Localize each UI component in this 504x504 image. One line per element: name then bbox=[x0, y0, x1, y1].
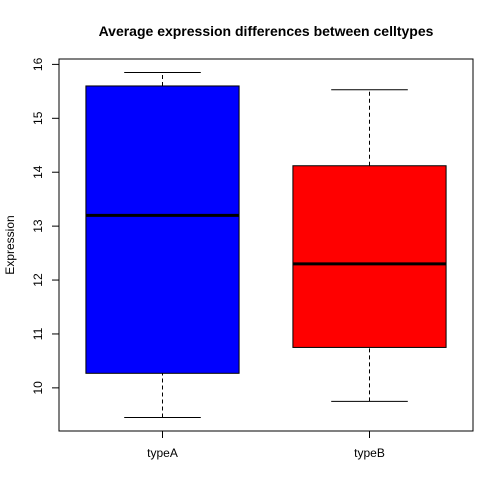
box-group-typeB bbox=[292, 89, 447, 402]
chart-title: Average expression differences between c… bbox=[99, 23, 434, 39]
box-typeB bbox=[292, 165, 447, 348]
box-typeA bbox=[85, 85, 240, 374]
x-tick-label: typeA bbox=[147, 446, 178, 460]
x-axis: typeA typeB bbox=[147, 430, 385, 460]
y-tick-label: 13 bbox=[31, 219, 45, 233]
y-tick-label: 11 bbox=[31, 327, 45, 340]
y-tick-label: 10 bbox=[31, 381, 45, 395]
y-axis: 10 11 12 13 14 15 16 bbox=[31, 57, 60, 395]
x-tick-label: typeB bbox=[354, 446, 385, 460]
y-tick-label: 16 bbox=[31, 57, 45, 71]
y-tick-label: 14 bbox=[31, 165, 45, 179]
y-tick-label: 15 bbox=[31, 111, 45, 125]
box-group-typeA bbox=[85, 71, 240, 419]
y-axis-label: Expression bbox=[3, 215, 17, 274]
plot-area bbox=[85, 71, 447, 419]
y-tick-label: 12 bbox=[31, 273, 45, 287]
